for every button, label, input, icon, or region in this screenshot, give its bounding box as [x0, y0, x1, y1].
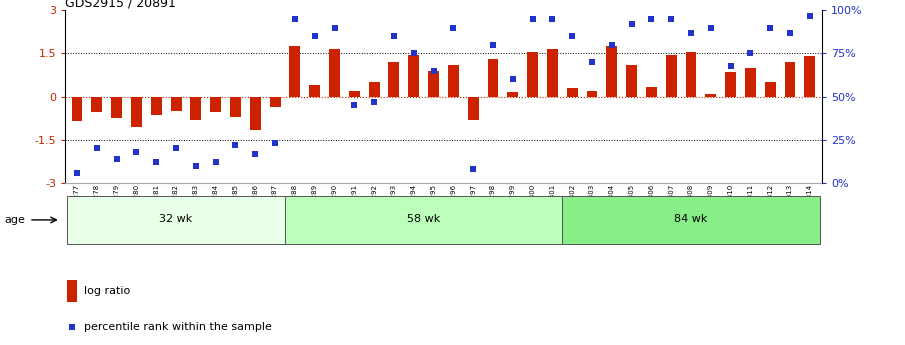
- Bar: [428, 71, 439, 97]
- Text: GDS2915 / 20891: GDS2915 / 20891: [65, 0, 176, 9]
- Text: age: age: [5, 215, 25, 225]
- Bar: [468, 97, 479, 120]
- Bar: [290, 46, 300, 97]
- Bar: [190, 97, 201, 120]
- Bar: [785, 62, 795, 97]
- Bar: [210, 97, 221, 112]
- Bar: [646, 87, 657, 97]
- Bar: [250, 97, 261, 130]
- Bar: [111, 97, 122, 118]
- Bar: [270, 97, 281, 107]
- Bar: [71, 97, 82, 121]
- Text: 84 wk: 84 wk: [674, 214, 708, 224]
- Bar: [171, 97, 182, 111]
- Bar: [368, 82, 379, 97]
- Bar: [562, 196, 820, 244]
- Bar: [686, 52, 697, 97]
- Bar: [745, 68, 756, 97]
- Bar: [310, 85, 320, 97]
- Bar: [547, 49, 557, 97]
- Bar: [765, 82, 776, 97]
- Bar: [626, 65, 637, 97]
- Bar: [705, 94, 716, 97]
- Bar: [329, 49, 340, 97]
- Bar: [666, 55, 677, 97]
- Bar: [131, 97, 142, 127]
- Text: 32 wk: 32 wk: [159, 214, 193, 224]
- Bar: [448, 65, 459, 97]
- Bar: [388, 62, 399, 97]
- Bar: [586, 91, 597, 97]
- Bar: [67, 196, 285, 244]
- Bar: [527, 52, 538, 97]
- Bar: [68, 280, 77, 302]
- Bar: [805, 56, 815, 97]
- Bar: [567, 88, 577, 97]
- Text: log ratio: log ratio: [84, 286, 130, 296]
- Bar: [725, 72, 736, 97]
- Bar: [230, 97, 241, 117]
- Bar: [348, 91, 360, 97]
- Bar: [508, 92, 519, 97]
- Text: percentile rank within the sample: percentile rank within the sample: [84, 322, 272, 332]
- Bar: [151, 97, 162, 115]
- Bar: [488, 59, 499, 97]
- Bar: [285, 196, 562, 244]
- Text: 58 wk: 58 wk: [407, 214, 440, 224]
- Bar: [91, 97, 102, 112]
- Bar: [606, 46, 617, 97]
- Bar: [408, 55, 419, 97]
